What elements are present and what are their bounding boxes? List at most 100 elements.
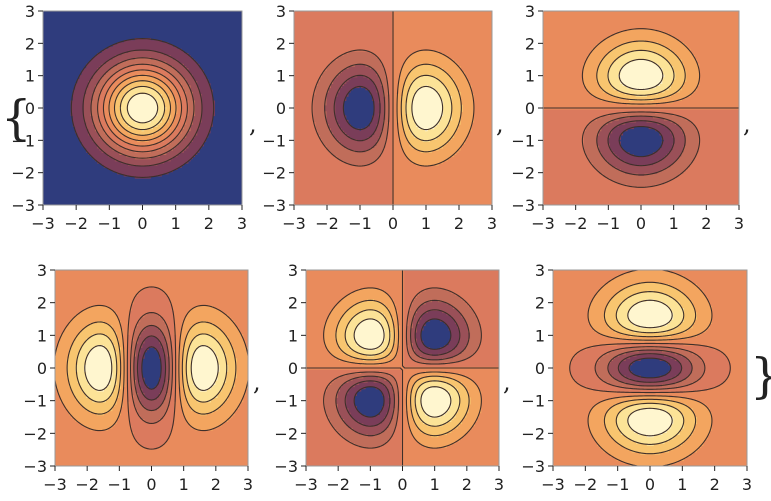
contour-band — [596, 40, 687, 102]
y-tick-label: 3 — [25, 2, 35, 21]
contour-band — [596, 115, 687, 177]
contour-line — [323, 287, 482, 449]
contour-line — [617, 353, 683, 383]
contour-line — [333, 74, 381, 142]
x-tick-label: −2 — [564, 214, 588, 233]
y-tick-label: −3 — [274, 457, 298, 476]
contour-line — [90, 57, 195, 159]
contour-line — [133, 324, 170, 412]
y-tick-label: 1 — [276, 67, 286, 86]
contour-line — [70, 38, 215, 178]
contour-line — [97, 63, 188, 153]
contour-band — [391, 11, 492, 205]
contour-line — [353, 318, 452, 418]
y-tick-label: 2 — [535, 294, 545, 313]
contour-band — [55, 270, 248, 466]
contour-band — [334, 74, 382, 143]
contour-band — [400, 63, 463, 153]
y-tick-label: −3 — [511, 196, 535, 215]
contour-band — [119, 85, 167, 132]
contour-lines — [55, 286, 248, 450]
x-tick-label: 0 — [146, 475, 156, 494]
contour-band — [345, 310, 460, 427]
contour-fill — [294, 11, 492, 205]
contour-line — [141, 346, 162, 390]
separator-comma: , — [496, 110, 504, 138]
x-tick-label: 2 — [454, 214, 464, 233]
contour-band — [334, 299, 471, 438]
contour-panel-6: −3 −2 −1 0 1 2 3 −3 −2 −1 0 1 2 3 — [521, 261, 752, 494]
x-tick-label: 1 — [171, 214, 181, 233]
x-tick-label: −1 — [359, 475, 383, 494]
contour-band — [306, 270, 499, 466]
x-tick-label: 2 — [710, 475, 720, 494]
x-tick-label: −3 — [43, 475, 67, 494]
contour-band — [324, 288, 482, 449]
contour-band — [334, 299, 471, 438]
contour-band — [66, 321, 237, 416]
y-tick-label: 1 — [25, 67, 35, 86]
x-tick-label: 2 — [701, 214, 711, 233]
x-tick-label: 1 — [430, 475, 440, 494]
y-tick-label: 2 — [25, 34, 35, 53]
contour-band — [607, 119, 676, 166]
y-tick-label: −1 — [262, 131, 286, 150]
x-tick-label: −3 — [541, 475, 565, 494]
x-tick-label: 3 — [243, 475, 253, 494]
contour-band — [629, 358, 672, 379]
contour-line — [615, 291, 685, 445]
contour-panel-5: −3 −2 −1 0 1 2 3 −3 −2 −1 0 1 2 3 — [274, 261, 504, 494]
y-tick-label: −1 — [511, 131, 535, 150]
contour-band — [583, 111, 700, 188]
close-brace: } — [750, 348, 771, 404]
contour-band — [354, 319, 452, 418]
contour-line — [603, 281, 697, 455]
contour-line — [55, 304, 248, 432]
separator-comma: , — [743, 110, 751, 138]
x-tick-label: −2 — [75, 475, 99, 494]
y-tick-label: −3 — [521, 457, 545, 476]
y-tick-label: −3 — [11, 196, 35, 215]
contour-fill — [306, 270, 499, 466]
contour-band — [618, 126, 665, 158]
contour-panel-4: −3 −2 −1 0 1 2 3 −3 −2 −1 0 1 2 3 — [23, 261, 253, 494]
contour-line — [596, 115, 686, 176]
x-tick-label: 3 — [494, 475, 504, 494]
contour-fill — [543, 11, 739, 205]
contour-line — [323, 287, 482, 449]
x-tick-label: −2 — [326, 475, 350, 494]
contour-band — [543, 109, 739, 205]
contour-line — [628, 357, 672, 379]
x-tick-label: −3 — [531, 214, 555, 233]
y-tick-label: 3 — [535, 261, 545, 280]
y-tick-label: 1 — [535, 326, 545, 345]
x-tick-label: 0 — [645, 475, 655, 494]
contour-panel-2: −3 −2 −1 0 1 2 3 −3 −2 −1 0 1 2 3 — [262, 2, 497, 233]
contour-band — [616, 290, 685, 446]
contour-line — [569, 342, 731, 394]
x-tick-label: 0 — [388, 214, 398, 233]
y-tick-label: 0 — [37, 359, 47, 378]
contour-line — [335, 299, 470, 437]
contour-line — [306, 270, 499, 466]
contour-band — [345, 310, 460, 427]
y-tick-label: 3 — [37, 261, 47, 280]
contour-lines — [306, 270, 499, 466]
contour-panel-3: −3 −2 −1 0 1 2 3 −3 −2 −1 0 1 2 3 — [511, 2, 744, 233]
x-tick-label: −2 — [64, 214, 88, 233]
contour-band — [627, 299, 674, 438]
contour-line — [353, 318, 452, 418]
contour-line — [587, 270, 713, 466]
y-tick-label: 1 — [37, 326, 47, 345]
contour-lines — [70, 38, 215, 178]
x-tick-label: 3 — [734, 214, 744, 233]
contour-band — [607, 50, 676, 97]
x-tick-label: 2 — [211, 475, 221, 494]
contour-line — [411, 85, 444, 131]
contour-band — [405, 74, 452, 143]
contour-line — [607, 349, 693, 387]
x-tick-label: 1 — [669, 214, 679, 233]
x-tick-label: −3 — [31, 214, 55, 233]
y-tick-label: −2 — [274, 424, 298, 443]
